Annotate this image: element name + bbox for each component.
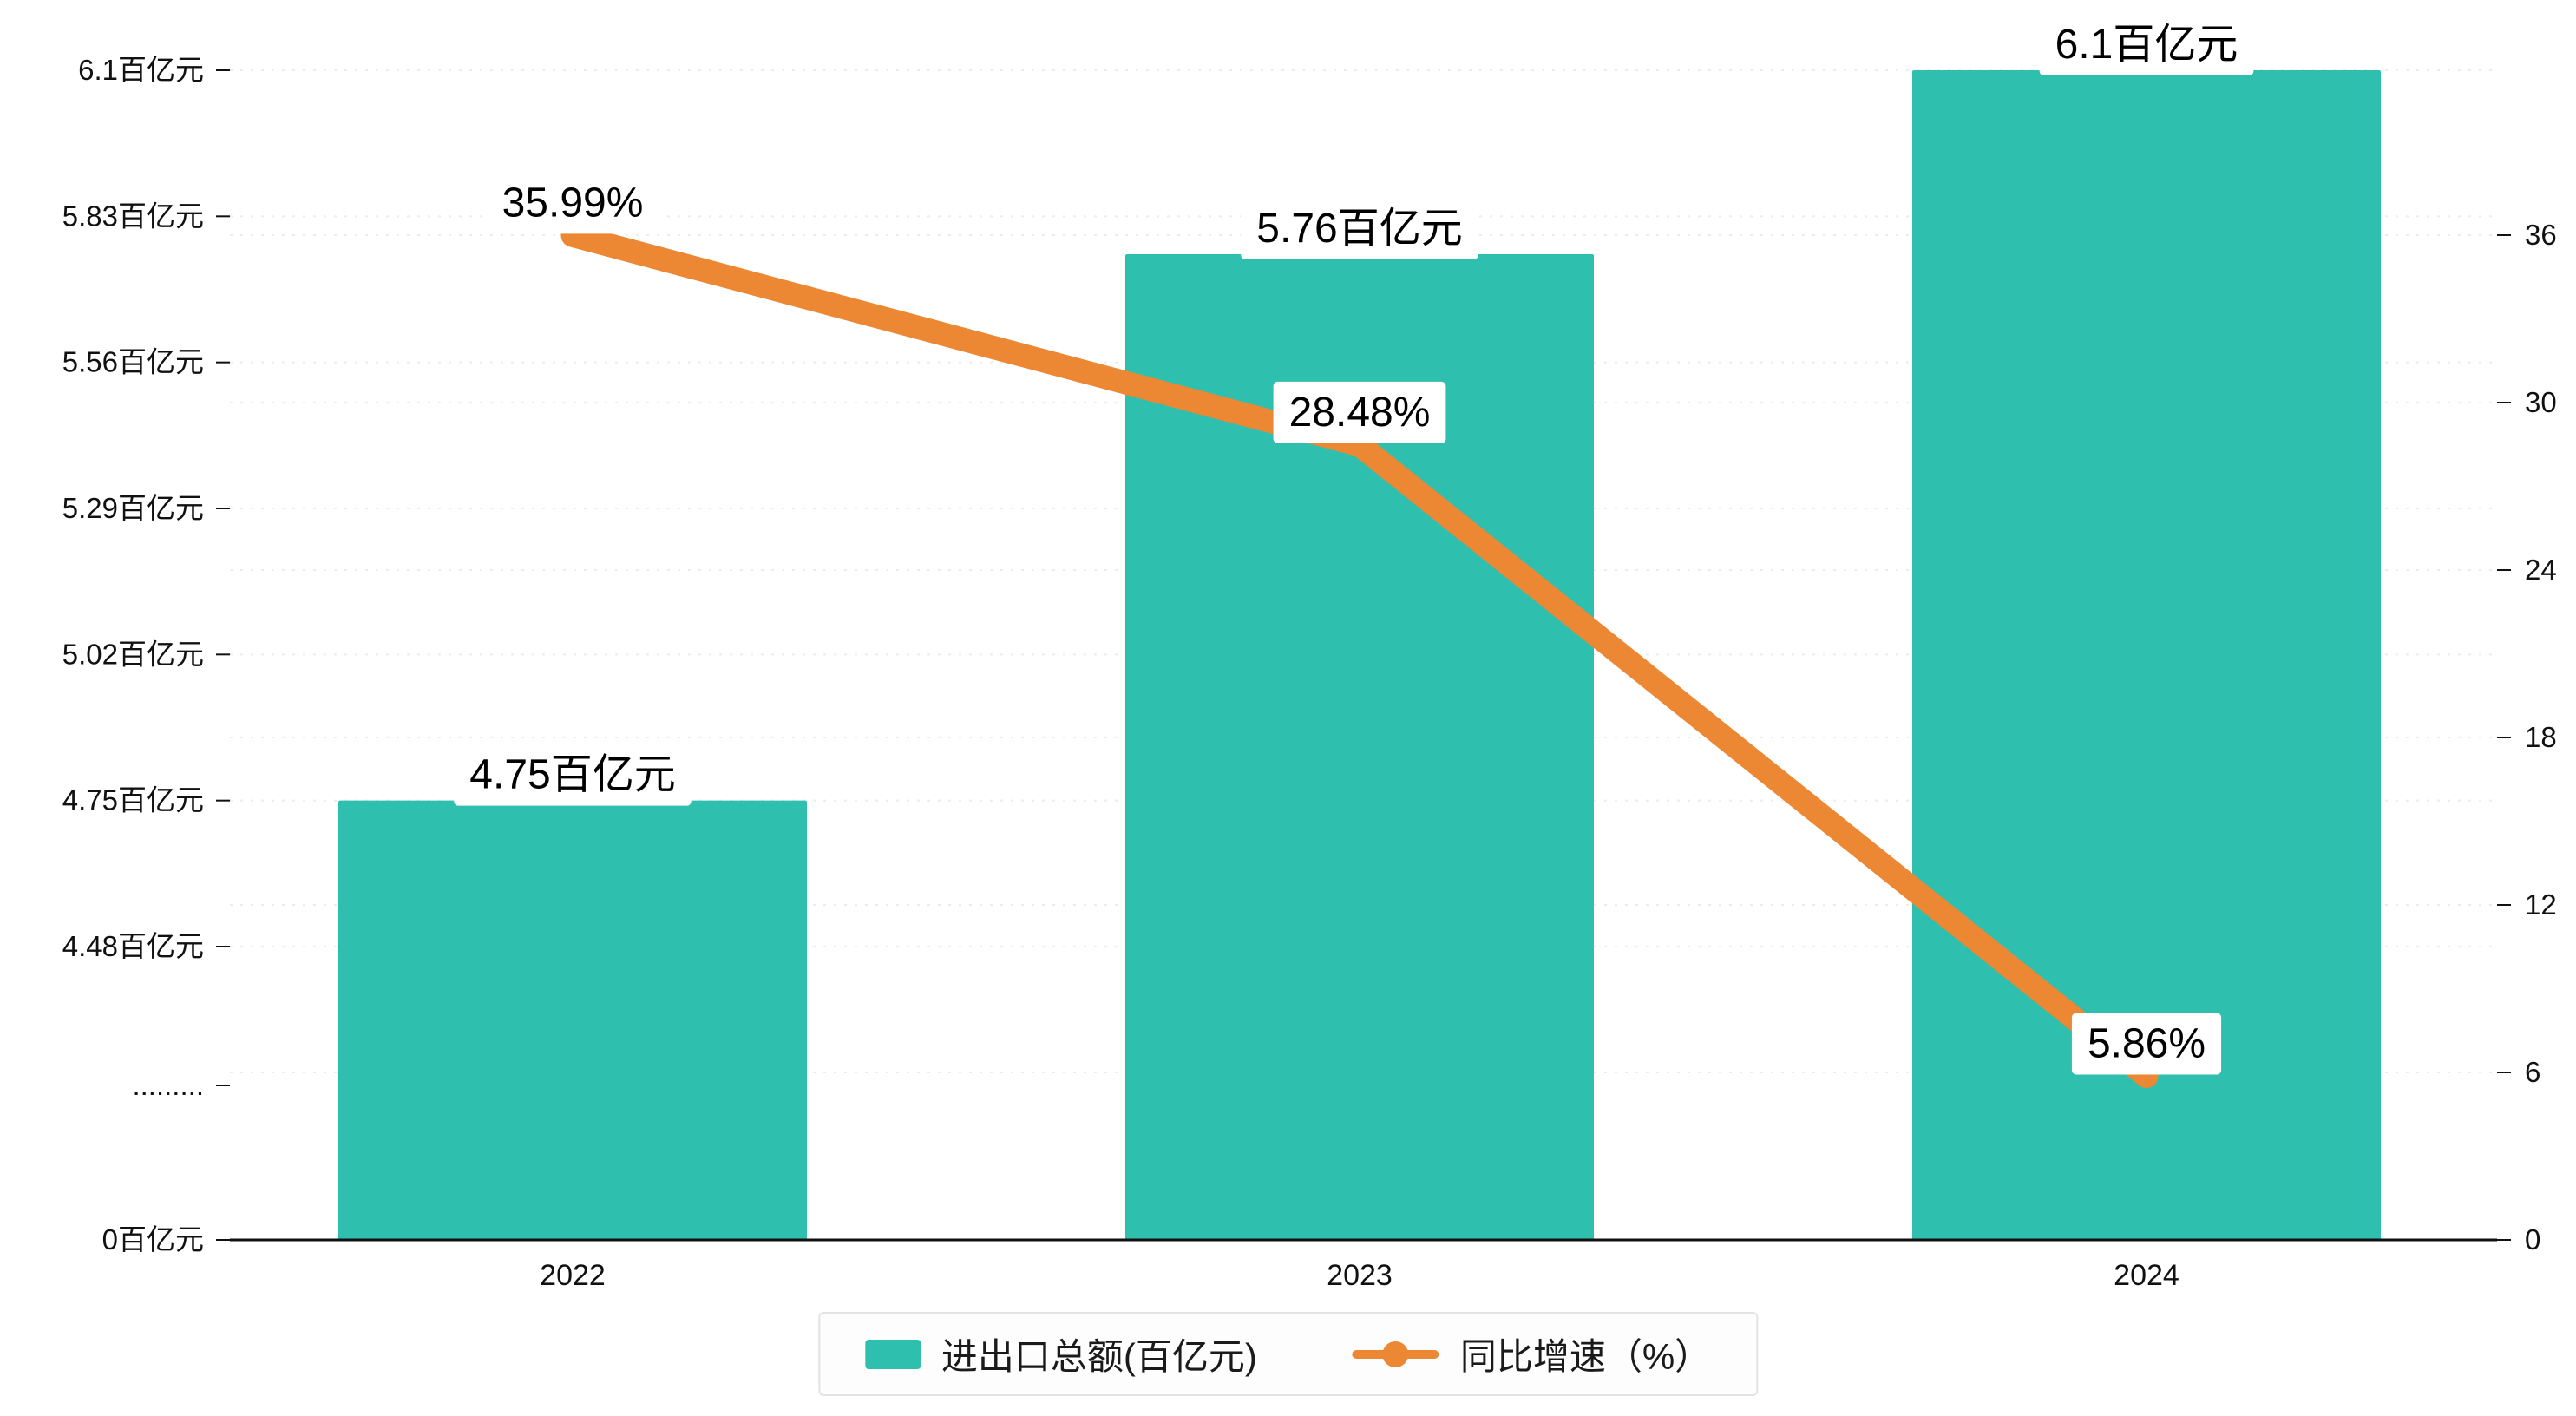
line-value-label: 28.48% xyxy=(1289,390,1431,436)
line-value-label: 35.99% xyxy=(502,180,644,226)
legend-label-total-trade: 进出口总额(百亿元) xyxy=(941,1336,1257,1377)
legend-item-total-trade[interactable]: 进出口总额(百亿元) xyxy=(864,1328,1257,1380)
left-axis-tick-label: 5.02百亿元 xyxy=(62,638,204,670)
bar-value-labels: 4.75百亿元 5.76百亿元 6.1百亿元 xyxy=(454,14,2254,806)
bar-value-label-bg xyxy=(1241,197,1478,259)
x-axis-category-label: 2024 xyxy=(2114,1259,2179,1292)
bar-2024[interactable] xyxy=(1912,70,2381,1240)
x-axis-labels: 2022 2023 2024 xyxy=(540,1259,2179,1292)
bar-series-swatch-icon xyxy=(864,1339,921,1369)
bar-2022[interactable] xyxy=(338,800,807,1240)
bar-value-label-bg xyxy=(454,744,692,806)
bar-series xyxy=(338,70,2381,1240)
left-axis-tick-label: 5.29百亿元 xyxy=(62,492,204,524)
x-axis-category-label: 2022 xyxy=(540,1259,606,1292)
right-axis-tick-label: 12 xyxy=(2525,888,2557,921)
line-value-label-bg xyxy=(2071,1013,2222,1075)
legend: 进出口总额(百亿元) 同比增速（%） xyxy=(817,1312,1759,1396)
bar-value-label: 5.76百亿元 xyxy=(1256,206,1462,252)
line-value-labels: 35.99% 28.48% 5.86% xyxy=(486,172,2222,1075)
left-axis-tick-label: 5.56百亿元 xyxy=(62,346,204,378)
line-value-label: 5.86% xyxy=(2088,1021,2206,1067)
right-axis-tick-label: 6 xyxy=(2525,1056,2540,1088)
right-axis-tick-label: 18 xyxy=(2525,721,2557,753)
x-axis-category-label: 2023 xyxy=(1327,1259,1393,1292)
left-axis: 6.1百亿元 5.83百亿元 5.56百亿元 5.29百亿元 5.02百亿元 4.75百亿… xyxy=(62,54,230,1255)
right-axis: 36 30 24 18 12 6 0 xyxy=(2497,219,2557,1255)
line-series-marker-icon xyxy=(1352,1339,1439,1370)
legend-item-growth-rate[interactable]: 同比增速（%） xyxy=(1352,1328,1712,1380)
left-axis-tick-label: 5.83百亿元 xyxy=(62,200,204,232)
line-marker-dot xyxy=(1382,1341,1409,1367)
line-value-label-bg xyxy=(486,172,659,234)
left-axis-tick-label: ......... xyxy=(132,1069,204,1101)
left-axis-tick-label: 4.75百亿元 xyxy=(62,784,204,816)
bar-value-label-bg xyxy=(2039,14,2254,75)
right-axis-tick-label: 30 xyxy=(2525,386,2557,418)
left-axis-tick-label: 4.48百亿元 xyxy=(62,930,204,962)
left-axis-tick-label: 0百亿元 xyxy=(102,1223,204,1255)
left-axis-tick-label: 6.1百亿元 xyxy=(78,54,204,86)
right-axis-tick-label: 36 xyxy=(2525,219,2557,251)
legend-label-growth-rate: 同比增速（%） xyxy=(1459,1336,1712,1377)
bar-value-label: 6.1百亿元 xyxy=(2055,22,2238,68)
right-axis-tick-label: 0 xyxy=(2525,1223,2540,1255)
growth-rate-line[interactable] xyxy=(560,223,2159,1089)
line-value-label-bg xyxy=(1273,381,1446,443)
bar-2023[interactable] xyxy=(1125,253,1594,1240)
right-axis-tick-label: 24 xyxy=(2525,554,2557,586)
bar-value-label: 4.75百亿元 xyxy=(469,752,675,798)
